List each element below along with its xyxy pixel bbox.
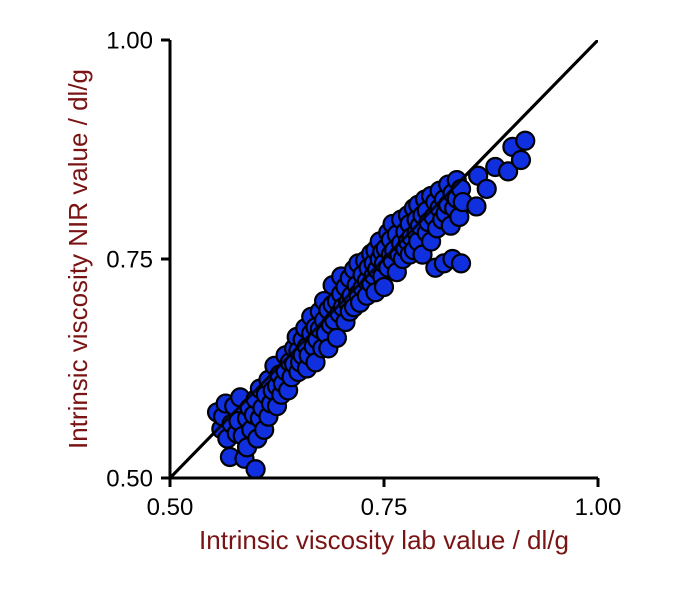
data-point (375, 278, 393, 296)
y-tick-label: 0.50 (106, 465, 153, 492)
x-tick-label: 0.50 (147, 494, 194, 521)
data-point (467, 197, 485, 215)
x-tick-label: 0.75 (361, 494, 408, 521)
x-axis-label: Intrinsic viscosity lab value / dl/g (199, 525, 569, 555)
data-point (516, 132, 534, 150)
y-tick-label: 1.00 (106, 27, 153, 54)
data-point (512, 151, 530, 169)
data-point (478, 180, 496, 198)
x-tick-label: 1.00 (575, 494, 622, 521)
chart-svg: 0.500.751.000.500.751.00Intrinsic viscos… (0, 0, 698, 593)
y-axis-label: Intrinsic viscosity NIR value / dl/g (63, 69, 93, 449)
scatter-chart: 0.500.751.000.500.751.00Intrinsic viscos… (0, 0, 698, 593)
data-point (452, 254, 470, 272)
y-tick-label: 0.75 (106, 246, 153, 273)
data-point (247, 460, 265, 478)
